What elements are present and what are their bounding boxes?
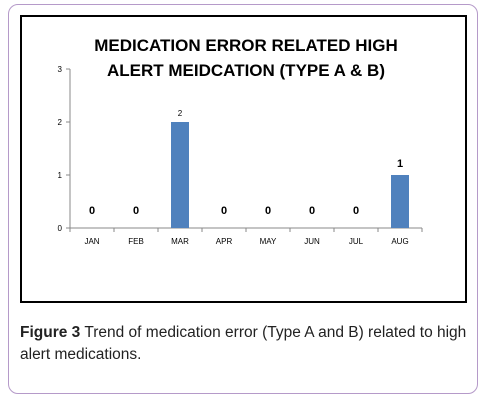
bar [391, 175, 409, 228]
x-tick-label: JUL [349, 237, 364, 246]
y-tick-label: 3 [58, 65, 63, 74]
caption-text: Trend of medication error (Type A and B)… [20, 324, 467, 363]
bar-value-label: 0 [89, 205, 95, 217]
y-tick-label: 2 [58, 118, 63, 127]
bar-value-label: 0 [353, 205, 359, 217]
bar-value-label: 0 [221, 205, 227, 217]
x-tick-label: FEB [128, 237, 144, 246]
y-tick-label: 1 [58, 171, 63, 180]
x-tick-label: JUN [304, 237, 320, 246]
x-tick-label: MAY [260, 237, 277, 246]
bar-value-label: 2 [178, 109, 183, 118]
caption-label: Figure 3 [20, 324, 81, 341]
x-tick-label: APR [216, 237, 233, 246]
bar-value-label: 0 [265, 205, 271, 217]
x-tick-label: MAR [171, 237, 189, 246]
y-tick-label: 0 [58, 224, 63, 233]
figure-frame [8, 4, 478, 394]
x-tick-label: JAN [84, 237, 99, 246]
chart-title-line: MEDICATION ERROR RELATED HIGH [94, 36, 397, 55]
chart-title-line: ALERT MEIDCATION (TYPE A & B) [107, 61, 385, 80]
bar [171, 122, 189, 228]
bar-value-label: 1 [397, 158, 403, 170]
bar-value-label: 0 [309, 205, 315, 217]
figure-caption: Figure 3 Trend of medication error (Type… [20, 322, 475, 366]
bar-chart: MEDICATION ERROR RELATED HIGH ALERT MEIDC… [58, 36, 423, 246]
x-tick-label: AUG [391, 237, 408, 246]
chart-area: MEDICATION ERROR RELATED HIGH ALERT MEIDC… [20, 15, 467, 303]
bar-value-label: 0 [133, 205, 139, 217]
